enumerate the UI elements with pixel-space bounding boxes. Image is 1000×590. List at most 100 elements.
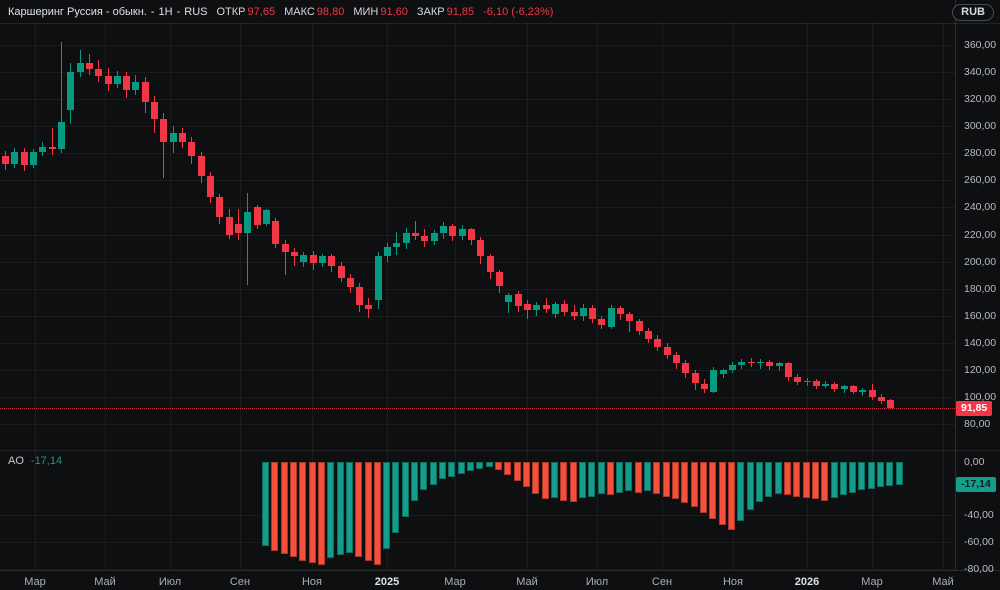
candle-body xyxy=(346,277,354,288)
candle-body xyxy=(57,122,65,150)
time-axis-label: Июл xyxy=(158,576,182,588)
time-axis[interactable]: Мар Май Июл Сен Ноя 2025 Мар Май Июл Сен Ноя 2026 Ма… xyxy=(0,570,1000,590)
candle-body xyxy=(113,76,121,85)
price-axis-label: 320,00 xyxy=(964,93,997,106)
candle-body xyxy=(197,156,205,177)
ao-bar xyxy=(700,462,708,513)
ao-axis-label: -40,00 xyxy=(964,509,994,522)
candle-body xyxy=(607,307,615,327)
candle-body xyxy=(421,235,429,242)
ao-bar xyxy=(690,462,698,508)
ao-bar xyxy=(653,462,661,495)
horizontal-gridline xyxy=(0,397,955,399)
price-axis-label: 120,00 xyxy=(964,363,997,376)
ao-bar xyxy=(569,462,577,503)
time-axis-label: Сен xyxy=(651,576,673,588)
candle-body xyxy=(309,254,317,263)
pane-separator[interactable] xyxy=(0,450,1000,451)
candle-body xyxy=(262,210,270,224)
ao-bar xyxy=(616,462,624,493)
price-axis-label: 180,00 xyxy=(964,282,997,295)
horizontal-gridline xyxy=(0,207,955,209)
candle-body xyxy=(225,216,233,235)
vertical-gridline xyxy=(35,23,36,570)
ao-bar xyxy=(448,462,456,477)
time-axis-label: Мар xyxy=(861,576,883,588)
candle-body xyxy=(477,239,485,257)
candle-body xyxy=(887,400,895,409)
candle-wick xyxy=(778,361,780,372)
ao-bar xyxy=(364,462,372,561)
candle-body xyxy=(719,369,727,374)
currency-button[interactable]: RUB xyxy=(952,4,994,21)
horizontal-gridline xyxy=(0,261,955,263)
ao-bar xyxy=(476,462,484,469)
candle-body xyxy=(468,229,475,240)
time-axis-label: 2025 xyxy=(374,576,400,588)
ao-bar xyxy=(839,462,847,496)
candle-body xyxy=(868,390,876,398)
price-axis-label: 100,00 xyxy=(964,391,997,404)
horizontal-gridline xyxy=(0,72,955,74)
price-axis[interactable]: 360,00 340,00 320,00 300,00 280,00 260,00 240,… xyxy=(955,0,1000,575)
candle-body xyxy=(458,229,466,236)
candle-wick xyxy=(51,127,53,155)
candle-body xyxy=(551,303,559,315)
ao-bar xyxy=(420,462,428,490)
vertical-gridline xyxy=(733,23,734,570)
ao-bar xyxy=(411,462,419,501)
ao-bar xyxy=(467,462,475,472)
horizontal-gridline xyxy=(0,99,955,101)
ao-bar xyxy=(644,462,652,492)
chart-plot-area[interactable] xyxy=(0,0,955,570)
time-axis-label: Май xyxy=(94,576,116,588)
ao-bar xyxy=(457,462,465,474)
candle-body xyxy=(589,307,597,319)
ao-bar xyxy=(299,462,307,561)
candle-body xyxy=(449,226,457,236)
price-axis-label: 240,00 xyxy=(964,201,997,214)
horizontal-gridline xyxy=(0,542,955,544)
candle-wick xyxy=(60,42,62,154)
candle-body xyxy=(207,176,215,197)
candle-wick xyxy=(247,192,249,285)
ao-bar xyxy=(289,462,297,557)
ao-bar xyxy=(737,462,745,521)
ao-bar xyxy=(578,462,586,499)
ao-label[interactable]: AO xyxy=(8,455,24,467)
time-axis-label: 2026 xyxy=(794,576,820,588)
candle-body xyxy=(95,69,103,77)
candle-body xyxy=(673,355,681,364)
ao-bar xyxy=(849,462,857,493)
candle-body xyxy=(281,244,289,253)
ao-bar xyxy=(718,462,726,525)
vertical-gridline xyxy=(597,23,598,570)
candle-body xyxy=(682,363,690,373)
candle-body xyxy=(850,386,858,392)
horizontal-gridline xyxy=(0,180,955,182)
candle-body xyxy=(300,254,308,262)
ao-bar xyxy=(336,462,344,556)
price-axis-label: 200,00 xyxy=(964,255,997,268)
horizontal-gridline xyxy=(0,45,955,46)
candle-body xyxy=(617,307,625,315)
candle-body xyxy=(216,196,224,217)
candle-body xyxy=(598,318,606,326)
ao-bar xyxy=(262,462,269,547)
candle-body xyxy=(831,383,839,389)
candle-body xyxy=(318,256,326,263)
ao-bar xyxy=(774,462,782,495)
candle-body xyxy=(654,338,662,347)
time-axis-label: Июл xyxy=(585,576,609,588)
candle-wick xyxy=(508,292,510,314)
candle-body xyxy=(188,142,196,157)
time-axis-label: Май xyxy=(932,576,954,588)
candle-body xyxy=(756,361,764,364)
ao-bar xyxy=(317,462,325,565)
ao-bar xyxy=(327,462,335,559)
ao-bar xyxy=(485,462,493,468)
ao-bar xyxy=(606,462,614,496)
candle-body xyxy=(728,364,736,370)
candle-body xyxy=(495,272,503,286)
ao-bar xyxy=(811,462,819,500)
